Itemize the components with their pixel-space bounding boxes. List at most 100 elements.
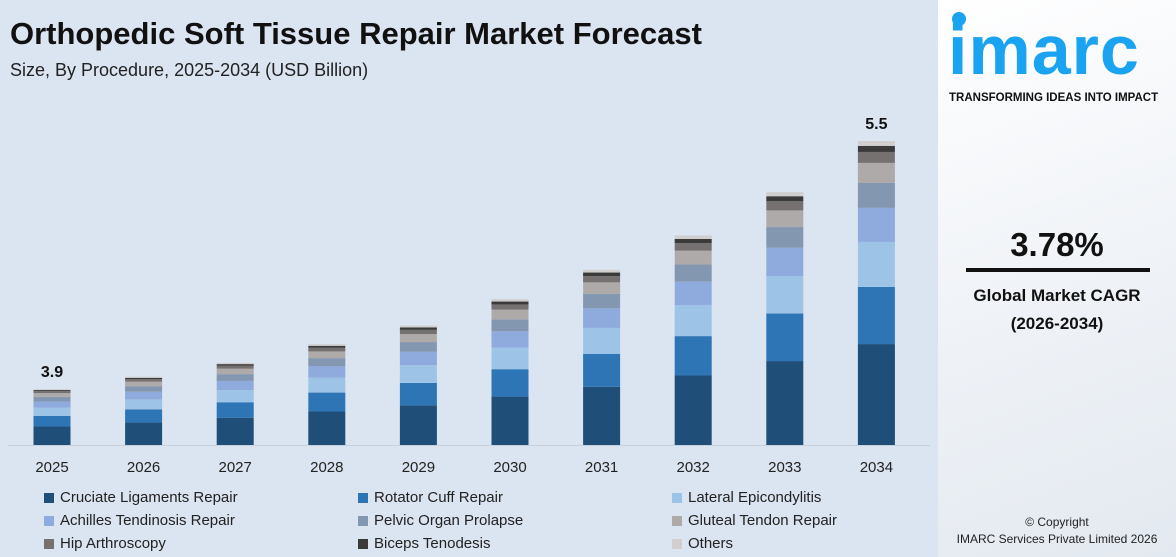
bar-segment: [216, 365, 254, 369]
bar-segment: [125, 386, 163, 392]
bar-segment: [766, 227, 804, 248]
bar-segment: [399, 325, 437, 328]
bar-segment: [857, 344, 895, 445]
legend: Cruciate Ligaments Repair Rotator Cuff Re…: [44, 488, 924, 553]
legend-swatch: [44, 515, 54, 526]
x-tick-label: 2032: [677, 459, 710, 476]
bar-segment: [33, 426, 71, 445]
bar-segment: [216, 390, 254, 403]
bar-segment: [125, 422, 163, 445]
bar-segment: [308, 411, 346, 445]
bar-segment: [857, 162, 895, 183]
bar-segment: [674, 336, 712, 376]
bar-segment: [491, 309, 529, 320]
total-label: 3.9: [41, 364, 63, 381]
bar-segment: [766, 313, 804, 362]
bar-segment: [33, 396, 71, 402]
bar-segment: [766, 201, 804, 211]
imarc-logo: imarc: [948, 11, 1140, 89]
bar-segment: [33, 391, 71, 394]
bar-segment: [674, 375, 712, 445]
bar-segment: [308, 366, 346, 378]
bar-segment: [399, 329, 437, 335]
legend-label: Hip Arthroscopy: [60, 535, 166, 552]
bar-segment: [857, 145, 895, 152]
legend-label: Pelvic Organ Prolapse: [374, 512, 524, 529]
legend-swatch: [358, 538, 368, 549]
bar-segment: [674, 250, 712, 265]
legend-label: Others: [688, 535, 734, 552]
bar-segment: [491, 304, 529, 310]
chart-subtitle: Size, By Procedure, 2025-2034 (USD Billi…: [10, 60, 369, 80]
bar-segment: [216, 374, 254, 381]
bar-segment: [125, 399, 163, 410]
legend-label: Achilles Tendinosis Repair: [60, 512, 235, 529]
legend-item: Others: [672, 534, 924, 553]
bar-segment: [216, 402, 254, 418]
bar-segment: [674, 305, 712, 337]
copyright: © Copyright: [1025, 515, 1089, 529]
bar-segment: [33, 415, 71, 427]
legend-item: Biceps Tenodesis: [358, 534, 672, 553]
legend-swatch: [44, 538, 54, 549]
bar-segment: [674, 243, 712, 251]
x-tick-label: 2025: [35, 459, 68, 476]
x-tick-label: 2031: [585, 459, 618, 476]
x-tick-label: 2033: [768, 459, 801, 476]
bar-segment: [308, 345, 346, 348]
bar-segment: [399, 342, 437, 352]
bar-segment: [491, 319, 529, 332]
legend-item: Hip Arthroscopy: [44, 534, 358, 553]
total-label: 5.5: [865, 116, 887, 133]
tagline: TRANSFORMING IDEAS INTO IMPACT: [949, 92, 1159, 104]
bar-segment: [491, 369, 529, 397]
legend-item: Lateral Epicondylitis: [672, 488, 924, 507]
bar-segment: [857, 141, 895, 146]
divider: [966, 268, 1150, 272]
bar-segment: [766, 196, 804, 202]
chart-title: Orthopedic Soft Tissue Repair Market For…: [10, 16, 702, 51]
bar-segment: [399, 327, 437, 330]
legend-label: Biceps Tenodesis: [374, 535, 491, 552]
bar-segment: [491, 396, 529, 445]
bar-segment: [583, 282, 621, 294]
bar-segment: [583, 386, 621, 445]
legend-label: Gluteal Tendon Repair: [688, 512, 837, 529]
bar-segment: [399, 351, 437, 366]
x-tick-label: 2029: [402, 459, 435, 476]
x-tick-label: 2028: [310, 459, 343, 476]
bar-segment: [583, 269, 621, 273]
bar-segment: [766, 247, 804, 277]
logo-dot: [952, 12, 966, 26]
legend-label: Cruciate Ligaments Repair: [60, 489, 238, 506]
bar-segment: [216, 362, 254, 365]
bar-segment: [33, 389, 71, 391]
bar-segment: [33, 393, 71, 397]
bar-segment: [491, 331, 529, 348]
legend-swatch: [44, 492, 54, 503]
bar-segment: [308, 358, 346, 367]
bar-segment: [674, 235, 712, 239]
bar-segment: [33, 401, 71, 408]
bar-segment: [491, 347, 529, 370]
bar-segment: [766, 276, 804, 314]
legend-item: Cruciate Ligaments Repair: [44, 488, 358, 507]
brand-panel: imarc TRANSFORMING IDEAS INTO IMPACT 3.7…: [938, 0, 1176, 557]
bar-segment: [766, 192, 804, 197]
bar-segment: [308, 392, 346, 412]
legend-swatch: [672, 538, 682, 549]
legend-label: Rotator Cuff Repair: [374, 489, 503, 506]
bar-segment: [491, 299, 529, 302]
bar-segment: [857, 207, 895, 242]
bar-segment: [583, 327, 621, 354]
bar-chart: 2025 3.9 2026 2027 2028 2029 2030 2031 2032 2033 2…: [8, 116, 930, 476]
cagr-period: (2026-2034): [1010, 314, 1104, 333]
legend-item: Gluteal Tendon Repair: [672, 511, 924, 530]
legend-item: Pelvic Organ Prolapse: [358, 511, 672, 530]
bar-segment: [766, 361, 804, 445]
bar-segment: [216, 417, 254, 445]
chart-panel: Orthopedic Soft Tissue Repair Market For…: [8, 16, 930, 553]
legend-item: Achilles Tendinosis Repair: [44, 511, 358, 530]
bar-segment: [583, 276, 621, 283]
bar-segment: [216, 380, 254, 391]
